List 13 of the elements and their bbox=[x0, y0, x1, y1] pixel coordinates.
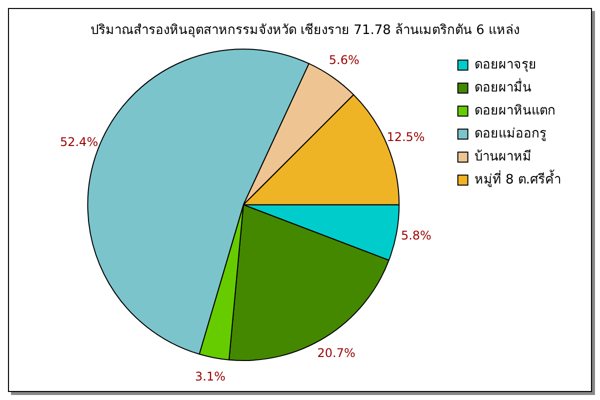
legend-label: หมู่ที่ 8 ต.ศรีค้ำ bbox=[474, 169, 562, 188]
data-label: 12.5% bbox=[386, 130, 425, 144]
legend-label: ดอยผาจรุย bbox=[474, 57, 536, 72]
data-label: 3.1% bbox=[195, 369, 226, 384]
chart-title: ปริมาณสำรองหินอุตสาหกรรมจังหวัด เชียงราย 71.78 ล้านเมตริกตัน 6 แหล่ง bbox=[90, 22, 520, 38]
legend-label: ดอยแม่ออกรู bbox=[474, 126, 546, 142]
data-label: 52.4% bbox=[60, 134, 98, 149]
data-label: 5.6% bbox=[328, 52, 360, 67]
legend-label: ดอยผามื่น bbox=[474, 78, 532, 96]
legend-label: ดอยผาหินแตก bbox=[474, 103, 556, 118]
data-label: 20.7% bbox=[317, 346, 356, 360]
data-label: 5.8% bbox=[400, 228, 432, 243]
legend-label: บ้านผาหมี bbox=[474, 148, 532, 164]
